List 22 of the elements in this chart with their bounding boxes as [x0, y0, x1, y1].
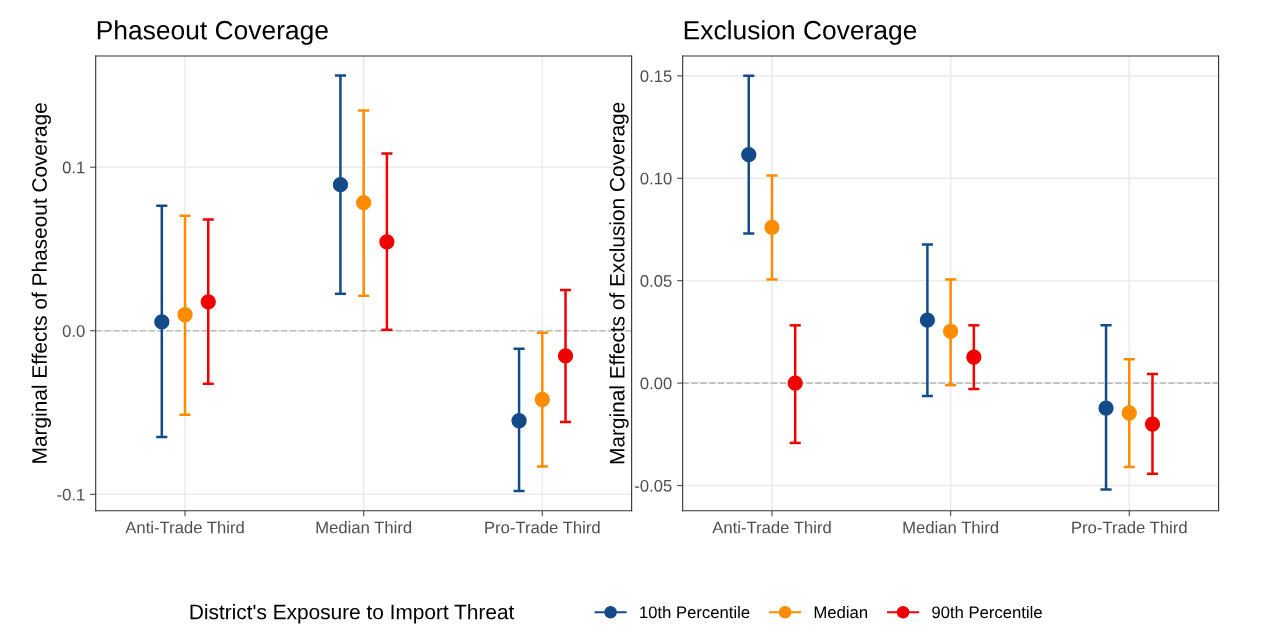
y-tick-label: 0.0 [62, 325, 85, 337]
x-tick-label: Median Third [903, 521, 999, 534]
chart-title: Phaseout Coverage [97, 20, 328, 45]
x-tick-label: Pro-Trade Third [1072, 521, 1187, 534]
y-tick-label: 0.15 [640, 70, 672, 83]
y-tick-label: -0.05 [635, 479, 672, 492]
legend-label: 90th Percentile [932, 605, 1042, 619]
x-tick-label: Anti-Trade Third [712, 521, 831, 534]
y-axis-title: Marginal Effects of Exclusion Coverage [609, 102, 629, 464]
y-tick-label: 0.00 [640, 377, 672, 390]
legend-title: District's Exposure to Import Threat [190, 604, 515, 624]
y-axis-title: Marginal Effects of Phaseout Coverage [31, 103, 52, 463]
legend-label: Median [814, 605, 867, 619]
y-tick-label: 0.1 [62, 161, 85, 174]
y-tick-label: 0.05 [640, 275, 672, 287]
legend-label: 10th Percentile [640, 605, 750, 619]
x-tick-label: Anti-Trade Third [125, 521, 244, 534]
y-tick-label: 0.10 [640, 172, 672, 185]
y-tick-label: -0.1 [57, 488, 85, 501]
x-tick-label: Median Third [316, 521, 412, 534]
chart-title: Exclusion Coverage [684, 20, 917, 45]
x-tick-label: Pro-Trade Third [485, 521, 600, 534]
